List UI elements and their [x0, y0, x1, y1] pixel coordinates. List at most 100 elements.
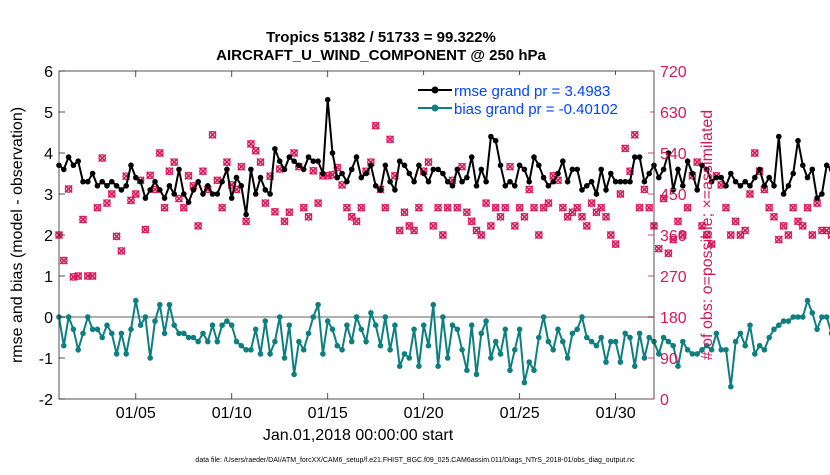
rmse-point [205, 183, 211, 189]
bias-point [814, 327, 820, 333]
rmse-point [85, 179, 91, 185]
bias-point [200, 331, 206, 337]
rmse-point [219, 179, 225, 185]
rmse-point [517, 163, 523, 169]
rmse-point [426, 179, 432, 185]
bias-point [718, 347, 724, 353]
rmse-point [546, 183, 552, 189]
bias-point [570, 331, 576, 337]
bias-point [435, 363, 441, 369]
rmse-point [790, 171, 796, 177]
rmse-point [493, 138, 499, 144]
rmse-point [378, 187, 384, 193]
bias-point [426, 343, 432, 349]
bias-point [464, 368, 470, 374]
rmse-point [503, 183, 509, 189]
rmse-point [656, 175, 662, 181]
rmse-point [402, 163, 408, 169]
y-left-tick-label: -1 [39, 351, 53, 368]
rmse-point [814, 195, 820, 201]
bias-point [253, 327, 259, 333]
bias-point [589, 339, 595, 345]
bias-point [99, 335, 105, 341]
bias-point [752, 351, 758, 357]
rmse-point [776, 134, 782, 140]
rmse-point [335, 175, 341, 181]
x-tick-label: 01/20 [404, 405, 444, 422]
bias-point [325, 318, 331, 324]
rmse-point [383, 163, 389, 169]
rmse-point [330, 150, 336, 156]
rmse-point [512, 183, 518, 189]
rmse-point [90, 171, 96, 177]
rmse-point [455, 167, 461, 173]
bias-point [479, 331, 485, 337]
bias-point [186, 335, 192, 341]
bias-point [618, 359, 624, 365]
rmse-point [541, 175, 547, 181]
rmse-point [560, 158, 566, 164]
bias-point [239, 343, 245, 349]
rmse-point [555, 171, 561, 177]
rmse-point [613, 179, 619, 185]
rmse-point [608, 171, 614, 177]
bias-point [234, 339, 240, 345]
obs-assimilated-marker [790, 204, 797, 211]
bias-point [733, 339, 739, 345]
rmse-point [819, 191, 825, 197]
bias-point [229, 322, 235, 328]
bias-point [224, 318, 230, 324]
rmse-point [71, 163, 77, 169]
bias-point [757, 343, 763, 349]
bias-point [243, 347, 249, 353]
bias-point [407, 355, 413, 361]
obs-assimilated-marker [785, 232, 792, 239]
bias-point [90, 327, 96, 333]
rmse-point [215, 191, 221, 197]
rmse-point [805, 175, 811, 181]
rmse-point [373, 183, 379, 189]
bias-point [584, 335, 590, 341]
bias-point [507, 368, 513, 374]
obs-assimilated-marker [751, 150, 758, 157]
bias-point [469, 322, 475, 328]
rmse-point [752, 175, 758, 181]
bias-point [632, 363, 638, 369]
rmse-point [320, 171, 326, 177]
rmse-point [195, 179, 201, 185]
bias-point [301, 347, 307, 353]
rmse-point [416, 163, 422, 169]
bias-point [440, 314, 446, 320]
bias-point [416, 363, 422, 369]
legend-bias-marker [432, 105, 439, 112]
bias-point [383, 314, 389, 320]
rmse-point [627, 179, 633, 185]
rmse-point [723, 183, 729, 189]
rmse-point [728, 171, 734, 177]
bias-point [215, 339, 221, 345]
bias-point [661, 335, 667, 341]
obs-assimilated-marker [770, 213, 777, 220]
bias-point [143, 314, 149, 320]
bias-point [685, 347, 691, 353]
rmse-point [431, 167, 437, 173]
bias-point [488, 355, 494, 361]
rmse-point [387, 179, 393, 185]
bias-point [138, 322, 144, 328]
bias-point [493, 339, 499, 345]
rmse-point [738, 183, 744, 189]
bias-point [258, 351, 264, 357]
bias-point [315, 302, 321, 308]
rmse-point [464, 175, 470, 181]
y-right-tick-label: 450 [660, 187, 687, 204]
x-tick-label: 01/10 [212, 405, 252, 422]
bias-point [402, 351, 408, 357]
bias-point [162, 331, 168, 337]
bias-point [320, 351, 326, 357]
rmse-point [359, 175, 365, 181]
bias-point [330, 327, 336, 333]
y-right-tick-label: 540 [660, 146, 687, 163]
rmse-point [109, 179, 115, 185]
rmse-point [267, 191, 273, 197]
x-tick-label: 01/15 [308, 405, 348, 422]
